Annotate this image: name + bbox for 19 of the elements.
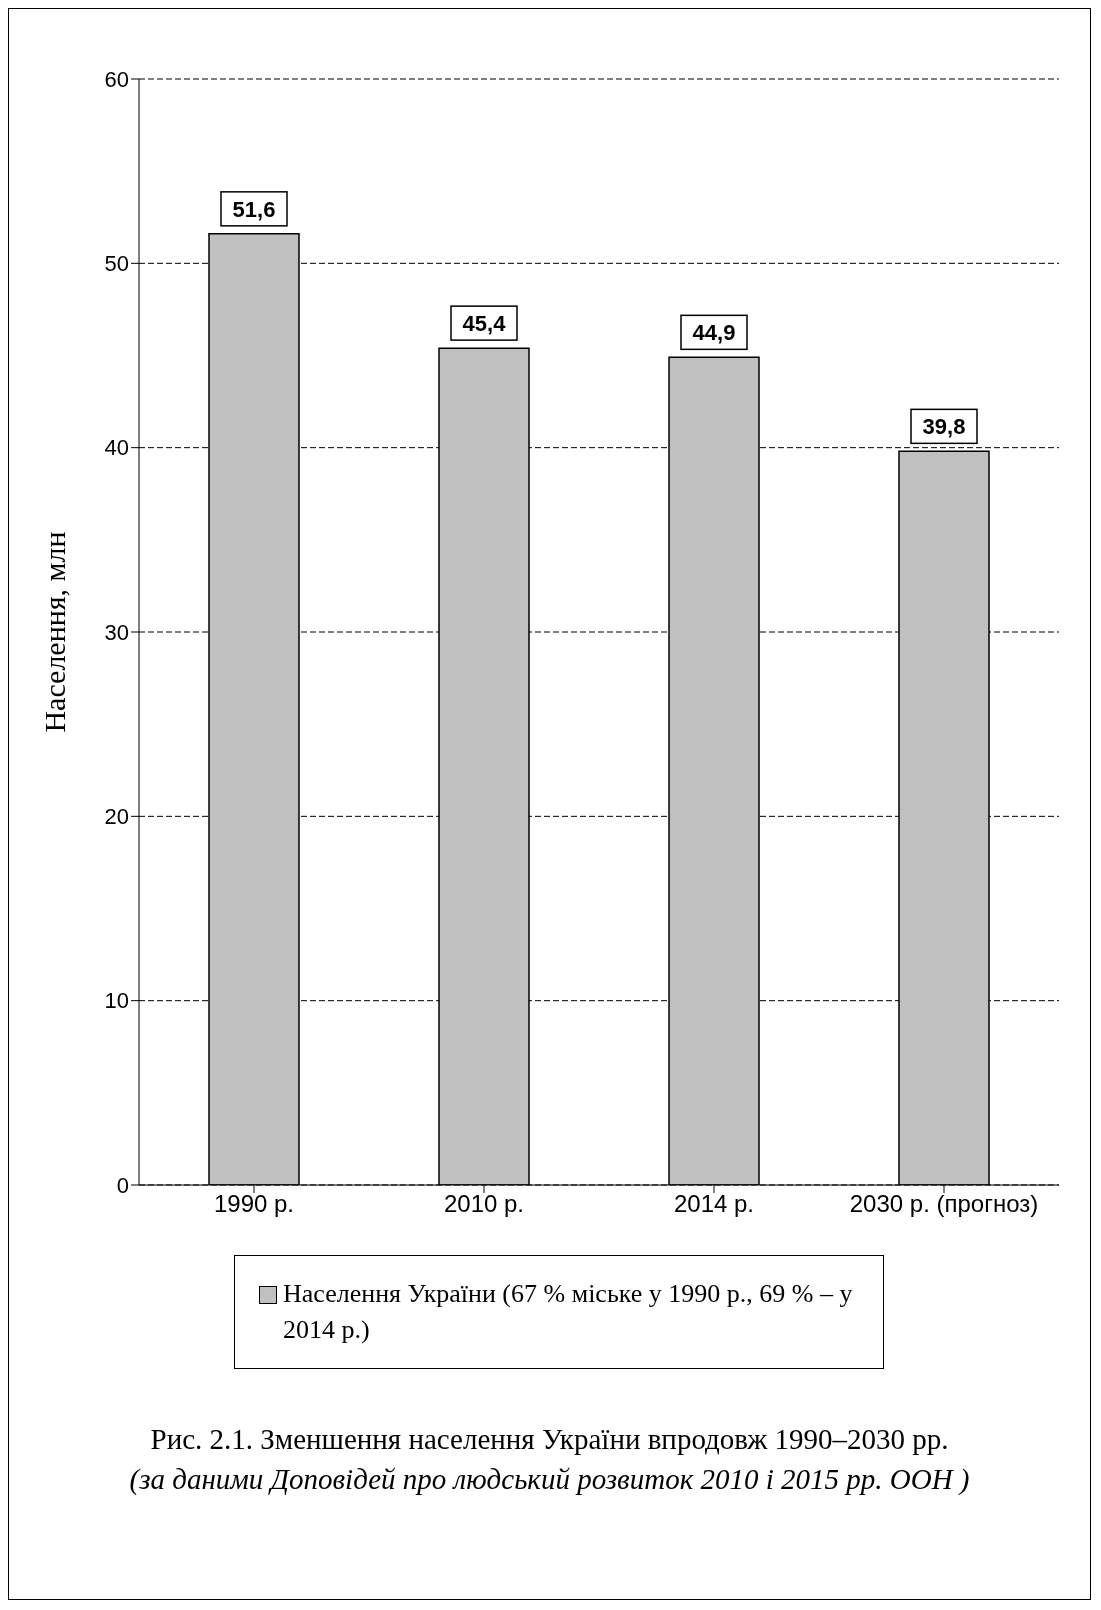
x-tick-label: 1990 р. [213,1190,295,1218]
legend-label: Населення України (67 % міське у 1990 р., 69 % – у 2014 р.) [283,1278,854,1346]
y-tick-label: 50 [104,251,129,277]
data-label: 44,9 [692,320,736,346]
y-axis-title: Населення, млн [37,531,71,733]
y-tick-label: 0 [116,1172,129,1198]
data-label: 51,6 [232,196,276,222]
y-tick-label: 30 [104,619,129,645]
text: (за даними Доповідей про людський розвиток 2010 і 2015 рр. ООН ) [128,1462,971,1497]
y-tick-label: 60 [104,66,129,92]
data-label: 45,4 [462,311,507,337]
y-tick-label: 20 [104,804,129,830]
data-label: 39,8 [922,414,966,440]
x-tick-label: 2014 р. [673,1190,755,1218]
y-tick-label: 10 [104,988,129,1014]
x-tick-label: 2030 р. (прогноз) [849,1190,1039,1218]
text: Рис. 2.1. Зменшення населення України впродовж 1990–2030 рр. [149,1422,950,1457]
x-tick-label: 2010 р. [443,1190,525,1218]
y-tick-label: 40 [104,435,129,461]
